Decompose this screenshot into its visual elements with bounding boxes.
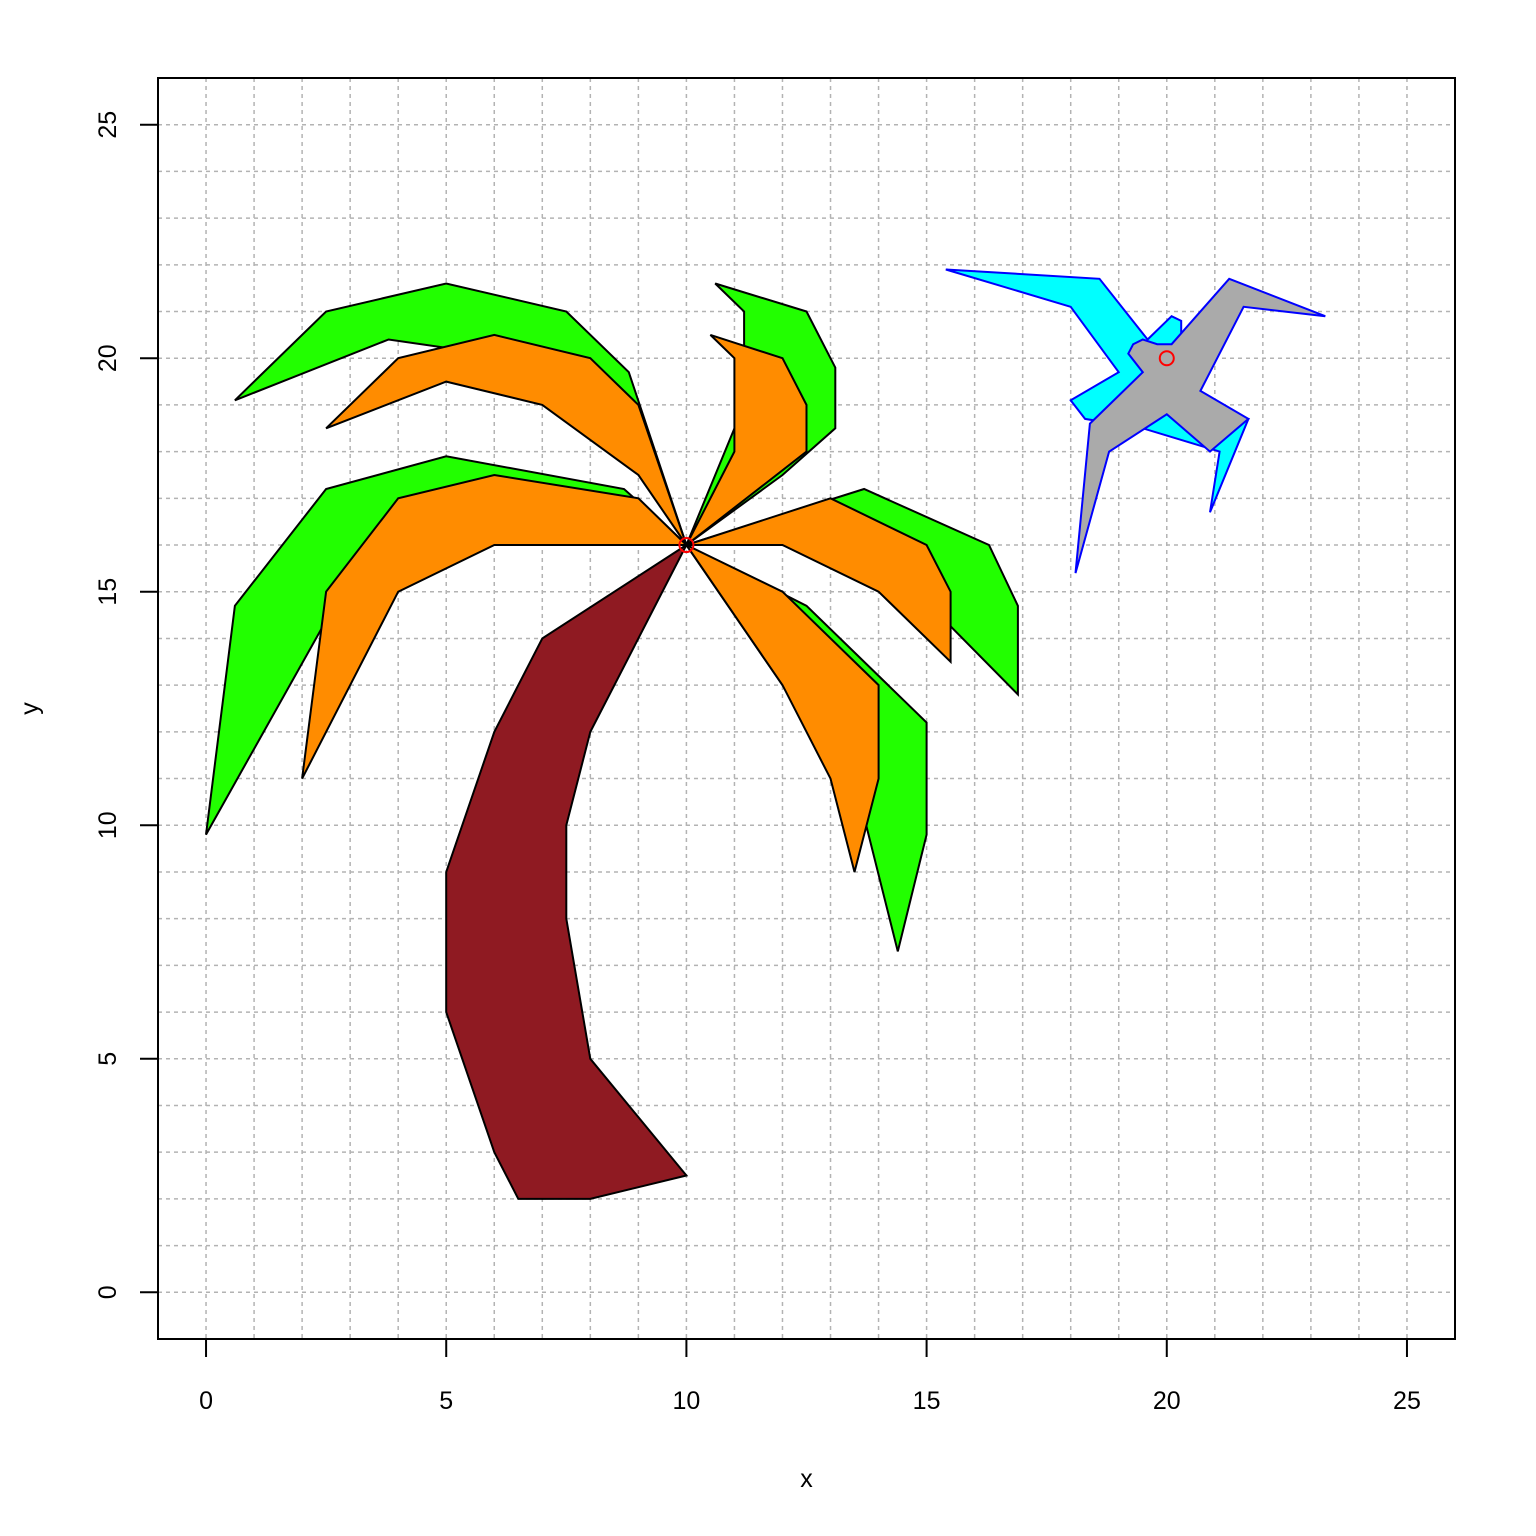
x-tick-label: 15	[913, 1387, 941, 1415]
bird-center-marker	[1158, 350, 1175, 367]
x-axis: 0 5 10 15 20 25	[199, 1338, 1421, 1415]
orange-leaf-lower-right	[683, 542, 880, 873]
green-leaf-lower-right	[685, 544, 928, 952]
bird-body	[1074, 277, 1326, 574]
y-tick-label: 25	[94, 111, 122, 139]
y-tick-label: 10	[94, 811, 122, 839]
y-axis-title: y	[16, 702, 44, 715]
x-tick-label: 25	[1393, 1387, 1421, 1415]
x-tick-label: 0	[199, 1387, 213, 1415]
trunk	[445, 542, 690, 1200]
y-tick-label: 20	[94, 344, 122, 372]
orange-leaf-top	[685, 333, 808, 546]
y-tick-label: 15	[94, 578, 122, 606]
orange-leaf-right	[686, 497, 952, 665]
orange-leaf-upper-left	[325, 333, 688, 546]
y-axis: 0 5 10 15 20 25	[94, 111, 159, 1299]
x-axis-title: x	[800, 1465, 813, 1493]
polygons	[205, 268, 1326, 1200]
palm-center-marker	[678, 537, 695, 554]
center-markers	[678, 350, 1175, 554]
y-tick-label: 5	[94, 1052, 122, 1066]
x-tick-label: 20	[1153, 1387, 1181, 1415]
x-tick-label: 5	[439, 1387, 453, 1415]
x-tick-label: 10	[673, 1387, 701, 1415]
y-tick-label: 0	[94, 1285, 122, 1299]
orange-leaf-left	[301, 473, 689, 780]
